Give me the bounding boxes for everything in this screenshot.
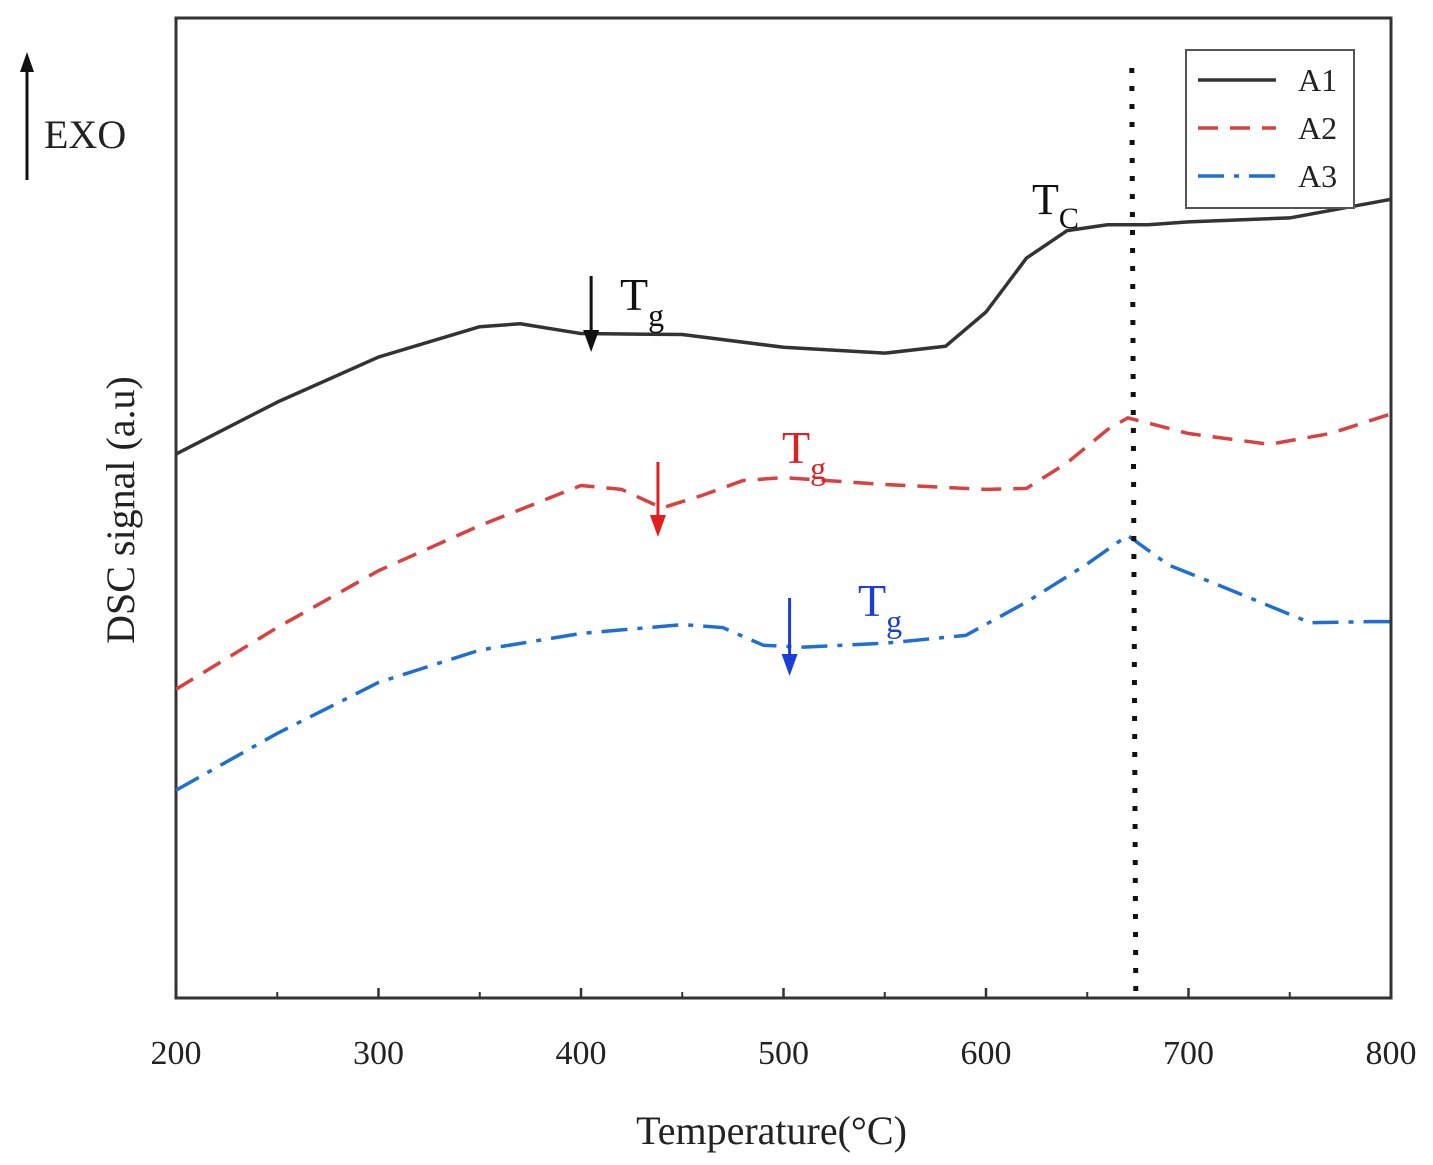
tg-arrow-head-icon <box>781 654 798 676</box>
tc-label-main: T <box>1032 175 1059 224</box>
tg-label-sub: g <box>648 297 664 333</box>
x-tick-label: 400 <box>556 1035 607 1072</box>
series-line-a1 <box>175 197 1392 456</box>
x-tick-label: 300 <box>353 1035 404 1072</box>
tg-arrow-head-icon <box>649 515 666 537</box>
x-tick-label: 200 <box>151 1035 202 1072</box>
tg-label-main: T <box>620 269 648 320</box>
legend-label-a1: A1 <box>1298 62 1337 98</box>
x-tick-label: 600 <box>961 1035 1012 1072</box>
tg-label-a1: Tg <box>620 269 664 333</box>
x-tick-label: 700 <box>1163 1035 1214 1072</box>
tg-label-sub: g <box>810 450 826 486</box>
series-line-a2 <box>175 412 1392 691</box>
x-axis-title: Temperature(°C) <box>636 1108 907 1153</box>
tc-label: TC <box>1032 175 1079 235</box>
tg-label-a2: Tg <box>782 422 826 486</box>
legend-label-a2: A2 <box>1298 110 1337 146</box>
tg-label-main: T <box>782 422 810 473</box>
x-tick-label: 500 <box>758 1035 809 1072</box>
x-tick-label: 800 <box>1366 1035 1417 1072</box>
y-axis-title: DSC signal (a.u) <box>98 376 143 644</box>
legend-label-a3: A3 <box>1298 158 1337 194</box>
exo-arrow-head-icon <box>20 52 34 72</box>
tc-reference-line <box>1129 67 1139 997</box>
tg-label-sub: g <box>886 603 902 639</box>
series-line-a3 <box>175 533 1391 792</box>
tg-label-a3: Tg <box>858 575 902 639</box>
exo-label: EXO <box>44 112 126 157</box>
tg-label-main: T <box>858 575 886 626</box>
tc-label-sub: C <box>1059 202 1079 235</box>
tg-arrow-head-icon <box>583 330 600 352</box>
